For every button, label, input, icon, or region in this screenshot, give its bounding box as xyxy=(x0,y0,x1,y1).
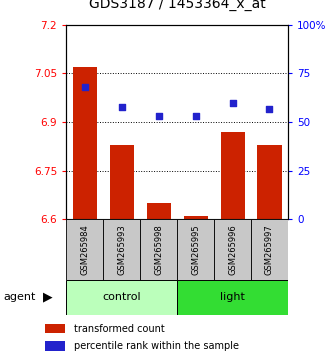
Bar xyxy=(184,216,208,219)
Text: GSM265993: GSM265993 xyxy=(117,224,126,275)
Bar xyxy=(73,67,97,219)
Bar xyxy=(103,219,140,280)
Bar xyxy=(220,132,245,219)
Bar xyxy=(66,280,177,315)
Text: GSM265996: GSM265996 xyxy=(228,224,237,275)
Bar xyxy=(147,203,170,219)
Bar xyxy=(140,219,177,280)
Text: GSM265997: GSM265997 xyxy=(265,224,274,275)
Text: light: light xyxy=(220,292,245,302)
Bar xyxy=(214,219,251,280)
Bar xyxy=(45,324,65,333)
Text: agent: agent xyxy=(3,292,36,302)
Bar xyxy=(110,145,134,219)
Text: transformed count: transformed count xyxy=(74,324,165,333)
Text: GSM265998: GSM265998 xyxy=(154,224,163,275)
Bar xyxy=(251,219,288,280)
Bar xyxy=(45,341,65,351)
Text: control: control xyxy=(102,292,141,302)
Bar xyxy=(177,219,214,280)
Bar xyxy=(177,280,288,315)
Text: percentile rank within the sample: percentile rank within the sample xyxy=(74,341,239,351)
Point xyxy=(193,113,198,119)
Text: ▶: ▶ xyxy=(43,291,53,304)
Text: GDS3187 / 1453364_x_at: GDS3187 / 1453364_x_at xyxy=(89,0,265,11)
Point xyxy=(230,100,235,105)
Text: GSM265984: GSM265984 xyxy=(80,224,89,275)
Text: GSM265995: GSM265995 xyxy=(191,224,200,275)
Point xyxy=(156,113,161,119)
Bar xyxy=(66,219,103,280)
Point xyxy=(267,105,272,111)
Point xyxy=(82,84,87,90)
Point xyxy=(119,104,124,109)
Bar xyxy=(258,145,281,219)
